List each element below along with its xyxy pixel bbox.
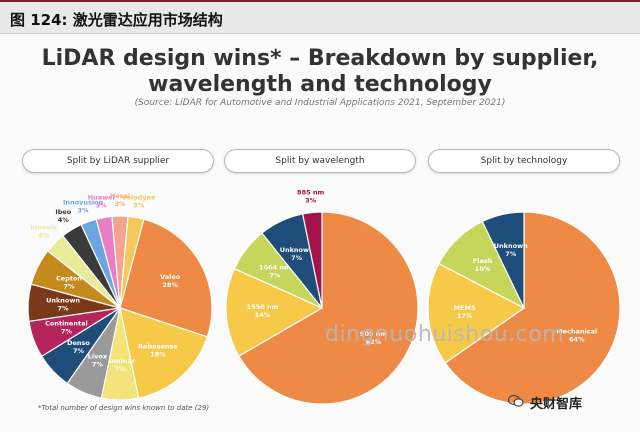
chart-title-line1: LiDAR design wins* – Breakdown by suppli… <box>41 46 599 71</box>
pie-label-innovis: Innovis 4% <box>30 224 57 240</box>
pie-label-denso: Denso 7% <box>67 339 90 355</box>
wechat-icon <box>508 394 524 407</box>
pie-label-mems: MEMS 17% <box>454 304 476 320</box>
pie-slice-velodyne <box>119 215 145 309</box>
wavelength-chart-title: Split by wavelength <box>224 149 416 173</box>
chart-title-line2: wavelength and technology <box>148 72 492 97</box>
technology-chart-title: Split by technology <box>428 149 620 173</box>
pie-label-innovusion: Innovusion 3% <box>63 199 104 215</box>
pie-slice-unknown <box>481 211 525 309</box>
pie-label-unknown: Unknown 7% <box>280 246 314 262</box>
pie-label-885-nm: 885 nm 3% <box>297 189 324 205</box>
pie-label-robosense: Robosense 18% <box>138 343 178 359</box>
pie-slice-885-nm <box>301 211 323 309</box>
pie-label-luminar: Luminar 7% <box>105 357 136 373</box>
source-note: (Source: LiDAR for Automotive and Indust… <box>134 98 506 108</box>
pie-slice-1550-nm <box>225 267 324 357</box>
wechat-account-name: 央财智库 <box>530 397 583 412</box>
pie-label-valeo: Valeo 28% <box>160 273 181 289</box>
pie-label-livox: Livox 7% <box>88 352 108 368</box>
pie-slice-mems <box>427 262 526 364</box>
pie-label-1550-nm: 1550 nm 14% <box>247 303 279 319</box>
pie-label-unknown: Unknown 7% <box>46 297 80 313</box>
pie-label-unknown: Unknown 7% <box>494 242 528 258</box>
pie-label-flash: Flash 10% <box>473 257 493 273</box>
pie-label-cepton: Cepton 7% <box>56 274 82 290</box>
pie-slice-robosense <box>119 307 209 399</box>
pie-label-1064-nm: 1064 nm 7% <box>259 264 291 280</box>
pie-slice-905-nm <box>238 211 419 405</box>
pie-label-905-nm: 905 nm 62% <box>360 330 387 346</box>
figure-header-bar: 图 124: 激光雷达应用市场结构 <box>0 0 640 34</box>
pie-label-ibeo: Ibeo 4% <box>55 208 71 224</box>
pie-label-mechanical: Mechanical 64% <box>556 328 597 344</box>
watermark-text: dingnuohuishou.com <box>325 322 565 347</box>
pie-label-hesai: Hesai 3% <box>110 192 130 208</box>
pie-label-continental: Continental 7% <box>45 320 88 336</box>
pie-slice-mechanical <box>444 211 621 405</box>
supplier-chart-title: Split by LiDAR supplier <box>22 149 214 173</box>
pie-label-velodyne: Velodyne 3% <box>122 194 156 210</box>
pie-label-huawei: Huawei 3% <box>88 194 115 210</box>
figure-label: 图 124: 激光雷达应用市场结构 <box>10 11 223 29</box>
footnote: *Total number of design wins known to da… <box>38 404 210 412</box>
pie-slice-valeo <box>119 218 213 338</box>
